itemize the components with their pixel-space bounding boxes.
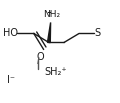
Text: I⁻: I⁻ [6, 75, 15, 85]
Polygon shape [48, 22, 51, 43]
Text: HO: HO [3, 28, 18, 38]
Text: S: S [95, 28, 101, 38]
Text: O: O [36, 52, 44, 62]
Text: SH₂⁺: SH₂⁺ [44, 67, 67, 77]
Text: NH₂: NH₂ [43, 10, 60, 19]
Text: I: I [36, 57, 39, 66]
